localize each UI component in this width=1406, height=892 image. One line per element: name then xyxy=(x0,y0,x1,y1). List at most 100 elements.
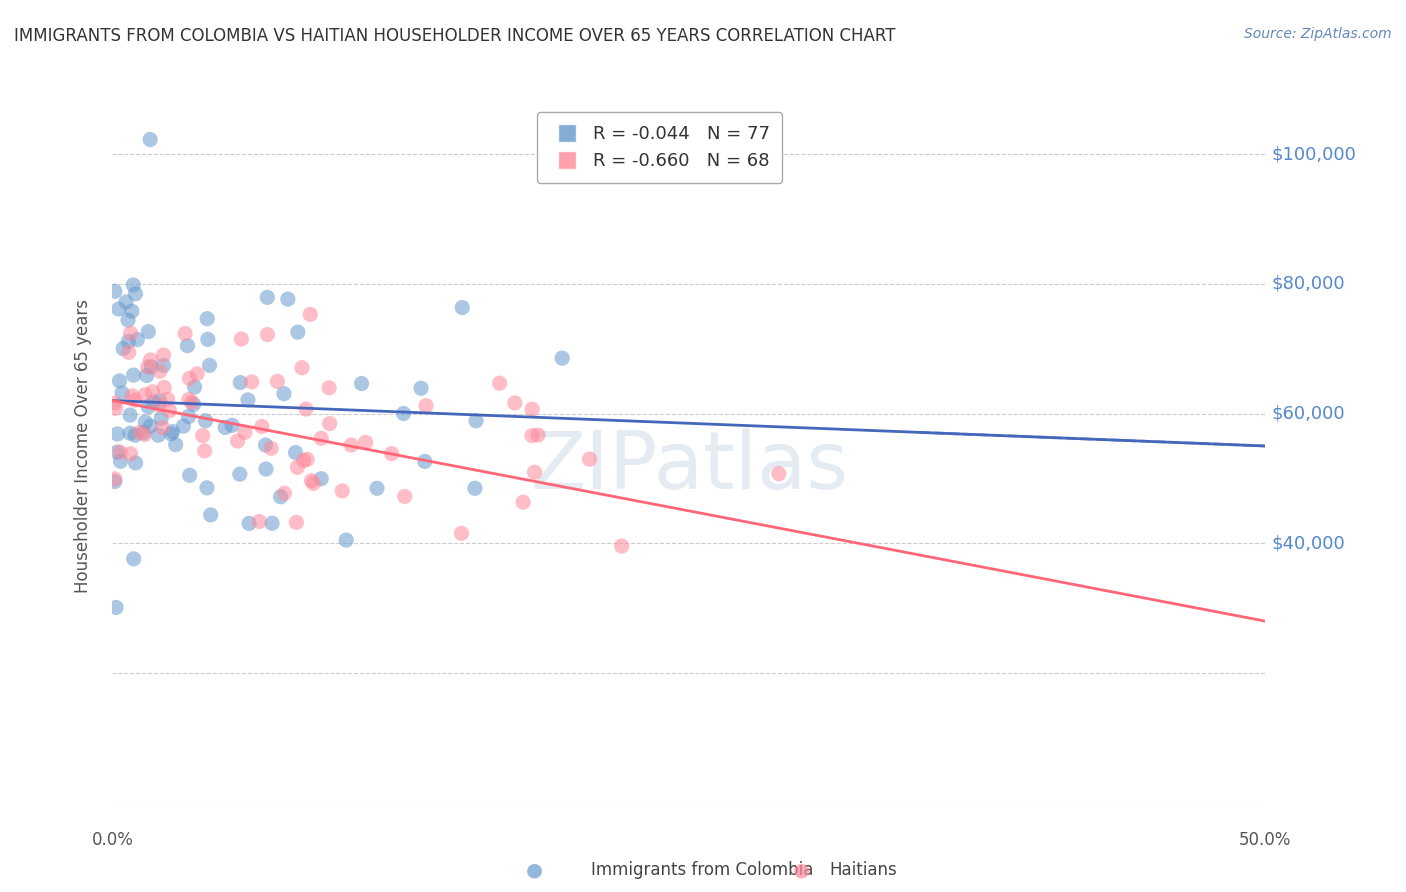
Point xyxy=(117,313,139,327)
Point xyxy=(450,526,472,541)
Point xyxy=(381,447,404,461)
Text: Haitians: Haitians xyxy=(830,861,897,879)
Point xyxy=(340,438,363,452)
Point xyxy=(330,483,353,498)
Point xyxy=(194,443,217,458)
Point xyxy=(238,516,260,531)
Point xyxy=(122,552,145,566)
Point xyxy=(111,386,134,401)
Point xyxy=(152,420,174,434)
Point xyxy=(127,333,149,347)
Point xyxy=(108,445,131,459)
Point xyxy=(105,600,128,615)
Point xyxy=(291,360,314,375)
Point xyxy=(287,325,309,339)
Point xyxy=(551,351,574,365)
Text: $80,000: $80,000 xyxy=(1271,275,1344,293)
Point xyxy=(610,539,633,553)
Point xyxy=(301,474,323,488)
Point xyxy=(141,359,163,374)
Point xyxy=(156,392,179,406)
Point xyxy=(302,476,325,491)
Point xyxy=(174,326,197,341)
Point xyxy=(195,481,218,495)
Point xyxy=(139,132,162,146)
Point xyxy=(149,364,172,378)
Point xyxy=(139,353,162,368)
Text: ●: ● xyxy=(526,860,543,880)
Text: Immigrants from Colombia: Immigrants from Colombia xyxy=(591,861,813,879)
Point xyxy=(191,428,214,442)
Text: 0.0%: 0.0% xyxy=(91,831,134,849)
Point xyxy=(177,392,200,407)
Point xyxy=(273,386,295,401)
Point xyxy=(132,425,155,440)
Point xyxy=(180,395,202,409)
Point xyxy=(260,516,283,531)
Text: $40,000: $40,000 xyxy=(1271,534,1346,552)
Point xyxy=(231,332,253,346)
Point xyxy=(148,398,170,412)
Point xyxy=(107,301,129,316)
Point xyxy=(229,376,252,390)
Point xyxy=(366,481,388,495)
Point xyxy=(179,371,201,385)
Point xyxy=(115,295,138,310)
Point xyxy=(121,304,143,318)
Point xyxy=(150,411,173,425)
Point xyxy=(153,380,176,394)
Point xyxy=(152,359,174,373)
Point xyxy=(295,452,318,467)
Point xyxy=(136,325,159,339)
Point xyxy=(221,418,243,433)
Point xyxy=(176,338,198,352)
Point xyxy=(183,397,205,411)
Point xyxy=(112,342,135,356)
Point xyxy=(413,454,436,468)
Point xyxy=(256,290,278,304)
Legend: R = -0.044   N = 77, R = -0.660   N = 68: R = -0.044 N = 77, R = -0.660 N = 68 xyxy=(537,112,782,183)
Point xyxy=(520,402,543,417)
Text: IMMIGRANTS FROM COLOMBIA VS HAITIAN HOUSEHOLDER INCOME OVER 65 YEARS CORRELATION: IMMIGRANTS FROM COLOMBIA VS HAITIAN HOUS… xyxy=(14,27,896,45)
Point xyxy=(197,332,219,346)
Point xyxy=(465,414,488,428)
Point xyxy=(240,375,263,389)
Point xyxy=(523,465,546,479)
Point xyxy=(128,425,150,440)
Point xyxy=(152,348,174,362)
Point xyxy=(277,292,299,306)
Point xyxy=(135,368,157,383)
Point xyxy=(134,415,156,429)
Point xyxy=(165,438,187,452)
Point xyxy=(409,381,432,395)
Point xyxy=(104,472,127,486)
Point xyxy=(236,392,259,407)
Point xyxy=(287,460,309,475)
Point xyxy=(120,426,142,441)
Point xyxy=(335,533,357,547)
Point xyxy=(149,394,172,409)
Point xyxy=(134,427,156,442)
Point xyxy=(295,402,318,417)
Point xyxy=(266,375,288,389)
Point xyxy=(124,428,146,442)
Point xyxy=(122,277,145,292)
Point xyxy=(292,453,315,467)
Point xyxy=(104,401,127,416)
Y-axis label: Householder Income Over 65 years: Householder Income Over 65 years xyxy=(73,299,91,593)
Point xyxy=(136,359,159,374)
Point xyxy=(104,475,127,489)
Text: 50.0%: 50.0% xyxy=(1239,831,1292,849)
Point xyxy=(512,495,534,509)
Point xyxy=(254,438,277,452)
Text: Source: ZipAtlas.com: Source: ZipAtlas.com xyxy=(1244,27,1392,41)
Point xyxy=(124,392,146,407)
Point xyxy=(162,425,184,439)
Point xyxy=(260,442,283,456)
Point xyxy=(488,376,510,391)
Point xyxy=(104,285,127,299)
Point xyxy=(527,428,550,442)
Point xyxy=(578,452,600,467)
Point xyxy=(104,396,127,410)
Point xyxy=(250,419,273,434)
